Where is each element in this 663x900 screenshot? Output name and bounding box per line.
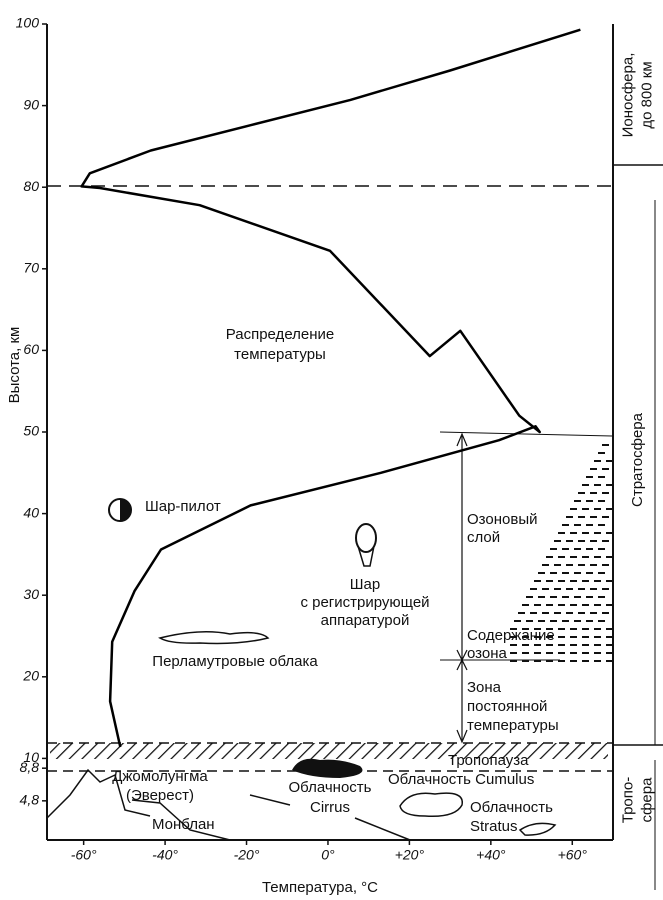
annotation: Монблан — [152, 816, 215, 833]
annotation: Содержание — [467, 627, 555, 644]
y-tick-label: 40 — [23, 504, 39, 520]
y-tick-label: 90 — [23, 96, 39, 112]
y-tick-label: 4,8 — [20, 792, 40, 808]
x-axis-title: Температура, °С — [262, 879, 378, 896]
annotation: Распределение — [226, 326, 335, 343]
stratus-cloud — [520, 823, 555, 835]
annotation: Шар — [350, 576, 380, 593]
annotation: Тропопауза — [448, 752, 529, 769]
pilot-balloon-icon — [120, 499, 131, 521]
cumulus-cloud — [400, 793, 462, 816]
x-tick-label: -40° — [152, 847, 178, 863]
layer-label: сфера — [638, 777, 655, 823]
layer-label: Ионосфера, — [619, 53, 636, 138]
y-tick-label: 80 — [23, 178, 39, 194]
x-tick-label: +20° — [395, 847, 425, 863]
y-tick-label: 20 — [22, 668, 39, 684]
annotation: Перламутровые облака — [152, 653, 318, 670]
y-tick-label: 50 — [23, 423, 39, 439]
y-tick-label: 10 — [23, 749, 39, 765]
annotation: температуры — [234, 346, 326, 363]
layer-label: до 800 км — [638, 61, 655, 128]
annotation: Озоновый — [467, 511, 537, 528]
nacreous-cloud — [160, 632, 268, 644]
annotation: с регистрирующей — [300, 594, 429, 611]
layer-label: Стратосфера — [629, 412, 646, 507]
ozone-top — [440, 432, 612, 436]
x-tick-label: 0° — [321, 847, 335, 863]
x-tick-label: +60° — [558, 847, 588, 863]
annotation: Джомолунгма — [112, 768, 208, 785]
annotation: Облачность — [470, 799, 553, 816]
cirrus-cloud — [292, 759, 363, 778]
annotation: Stratus — [470, 818, 518, 835]
annotation: аппаратурой — [321, 612, 410, 629]
y-tick-label: 30 — [23, 586, 39, 602]
annotation: Облачность — [289, 779, 372, 796]
y-tick-label: 70 — [23, 260, 39, 276]
x-tick-label: -60° — [71, 847, 97, 863]
annotation: слой — [467, 529, 500, 546]
annotation: постоянной — [467, 698, 547, 715]
y-tick-label: 100 — [16, 15, 40, 31]
annotation: Шар-пилот — [145, 498, 221, 515]
annotation: Облачность Cumulus — [388, 771, 534, 788]
chart: Высота, км Температура, °С 4,88,81020304… — [0, 0, 663, 900]
layer-label: Тропо- — [619, 777, 636, 823]
x-tick-label: +40° — [476, 847, 506, 863]
x-tick-label: -20° — [234, 847, 260, 863]
annotation: Зона — [467, 679, 502, 696]
annotation: озона — [467, 645, 508, 662]
annotation: Cirrus — [310, 799, 350, 816]
y-tick-label: 60 — [23, 341, 39, 357]
annotation: (Эверест) — [126, 787, 194, 804]
annotation: температуры — [467, 717, 559, 734]
y-axis-title: Высота, км — [6, 327, 23, 404]
